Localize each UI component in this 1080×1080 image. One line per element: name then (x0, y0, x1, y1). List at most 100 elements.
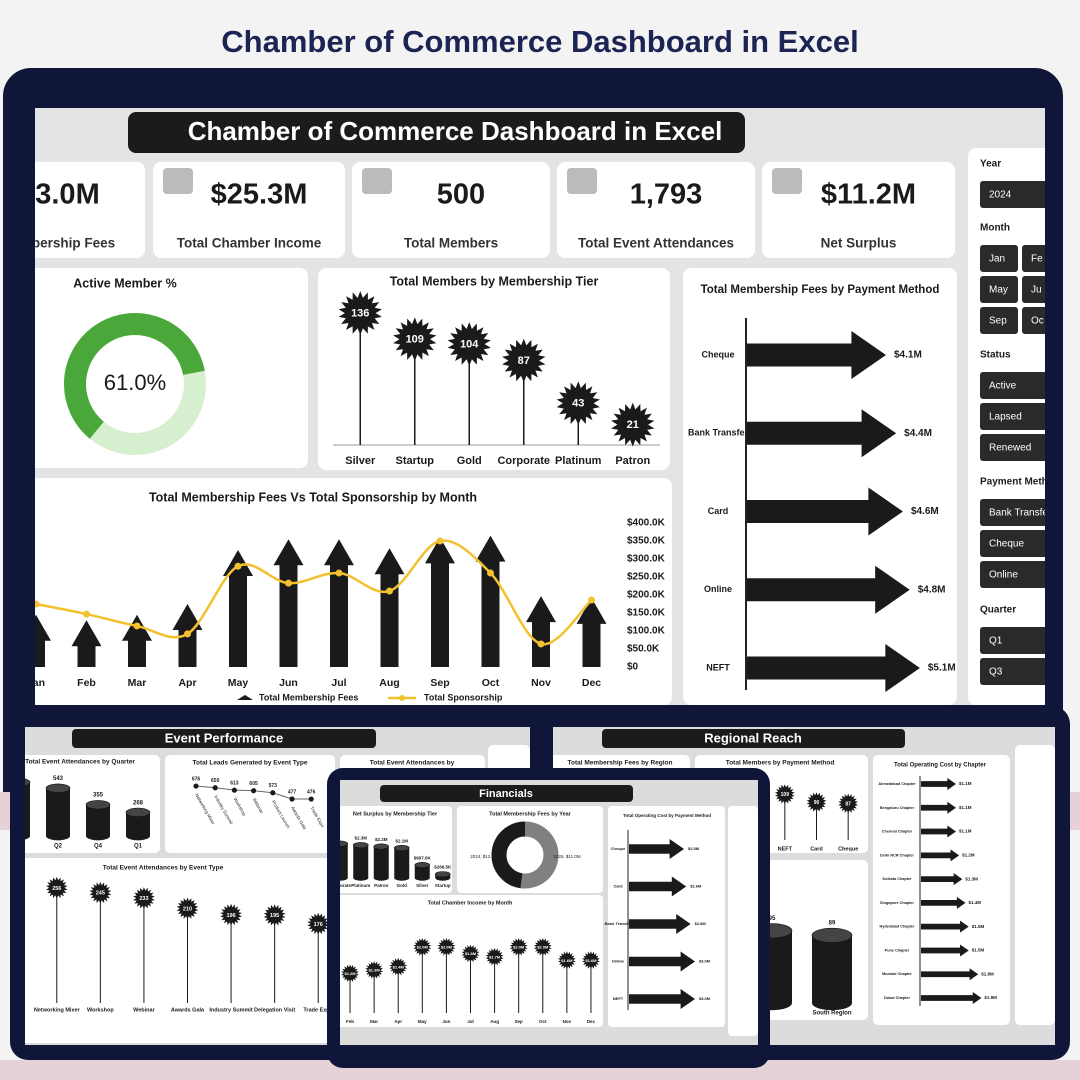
marker (582, 951, 600, 970)
cylinder-body (126, 812, 150, 836)
chart-title: Total Event Attendances by (370, 760, 455, 767)
cylinder-body (353, 845, 369, 878)
title-banner (128, 112, 745, 153)
panel (683, 268, 957, 705)
slicer-item-label: Jan (989, 254, 1005, 265)
chart-title: Total Operating Cost by Chapter (894, 763, 987, 769)
slicer-item[interactable] (980, 530, 1060, 557)
kpi-card (153, 162, 345, 258)
slicer-item[interactable] (980, 307, 1018, 334)
slicer-item[interactable] (1022, 276, 1060, 303)
data-label: $1.5M (972, 948, 985, 953)
category-label: Cheque (838, 846, 858, 852)
category-label: Corporate (497, 455, 550, 467)
slicer-item[interactable] (980, 372, 1060, 399)
data-label: $1.6M (561, 958, 573, 963)
slicer-item[interactable] (980, 499, 1060, 526)
marker (341, 964, 359, 983)
kpi-label: mbership Fees (20, 236, 115, 251)
data-label: 233 (139, 896, 148, 902)
cylinder-body (394, 847, 410, 878)
arrow-column (223, 550, 253, 667)
data-label: 2025, $11.0M (553, 854, 580, 859)
kpi-value: 3.0M (35, 179, 99, 211)
slicer-item[interactable] (980, 181, 1060, 208)
slicer-item-label: Active (989, 381, 1017, 392)
kpi-value: 1,793 (630, 179, 703, 211)
data-label: $1.8M (981, 971, 994, 976)
marker (393, 317, 437, 362)
category-label: Dec (587, 1019, 596, 1024)
arrow-bar (921, 968, 979, 981)
slicer-item[interactable] (980, 434, 1060, 461)
data-label: $2.2M (375, 837, 388, 842)
data-label: $4.8M (918, 584, 946, 595)
kpi-label: Net Surplus (821, 236, 897, 251)
slicer-item[interactable] (1022, 245, 1060, 272)
data-label: 89 (829, 920, 836, 926)
cylinder-top (811, 927, 853, 943)
point (212, 785, 218, 791)
lollipop (838, 793, 858, 840)
arrow-column (475, 535, 506, 667)
banner-title: Regional Reach (704, 730, 802, 745)
slicer-item[interactable] (980, 245, 1018, 272)
category-label: Chennai Chapter (882, 830, 913, 834)
category-label: Q1 (134, 844, 143, 850)
category-label: Cheque (611, 846, 626, 851)
kpi-icon (567, 168, 597, 194)
arrow-bar (921, 873, 963, 886)
marker (220, 903, 242, 926)
page-title: Chamber of Commerce Dashboard in Excel (221, 24, 858, 59)
lollipop (393, 317, 437, 445)
arrow-column (526, 596, 556, 667)
lollipop (389, 957, 408, 1013)
category-label: Silver (416, 883, 429, 888)
slicer-item[interactable] (980, 627, 1060, 654)
slicer-item[interactable] (1022, 307, 1060, 334)
lollipop (775, 784, 795, 840)
marker (46, 876, 68, 899)
y-tick-label: $100.0K (627, 626, 666, 637)
data-label: $2.1M (395, 838, 408, 843)
arrow-bar (629, 989, 695, 1009)
chart-title: Total Event Attendances by Quarter (25, 759, 135, 766)
cylinder-bar (45, 783, 71, 841)
data-label: $4.1M (894, 350, 922, 361)
slicer-item-label: May (989, 285, 1008, 296)
x-tick-label: Apr (178, 677, 196, 689)
category-label: Platinum (351, 883, 370, 888)
category-label: Startup (396, 455, 435, 467)
slicer-item[interactable] (980, 561, 1060, 588)
data-label: $1.3M (965, 876, 978, 881)
data-label: 210 (183, 906, 192, 912)
data-label: $2.3M (354, 836, 367, 841)
marker (509, 938, 528, 956)
point (193, 783, 199, 789)
donut-arc (64, 313, 205, 439)
cylinder-top (434, 871, 451, 878)
cylinder-bar (352, 842, 369, 881)
title-banner (72, 729, 376, 748)
slicer-title: Payment Meth (980, 477, 1048, 488)
slicer-title: Month (980, 223, 1010, 234)
cylinder-body (373, 846, 389, 878)
category-label: Patron (374, 883, 389, 888)
cylinder-top (85, 800, 111, 810)
point (234, 562, 242, 570)
marker (558, 951, 576, 970)
kpi-label: Total Chamber Income (177, 236, 322, 251)
data-label: 476 (307, 789, 316, 795)
category-label: Card (613, 884, 623, 889)
slicer-item[interactable] (980, 276, 1018, 303)
data-label: $5.1M (928, 663, 956, 674)
chart-title: Total Leads Generated by Event Type (193, 760, 308, 767)
point (487, 569, 494, 577)
cylinder-body (340, 843, 348, 878)
category-label: Platinum (555, 455, 602, 467)
data-label: $1.3M (369, 968, 381, 973)
slicer-item[interactable] (980, 658, 1060, 685)
cylinder-body (812, 935, 852, 1003)
slicer-item[interactable] (980, 403, 1060, 430)
marker (389, 957, 408, 976)
